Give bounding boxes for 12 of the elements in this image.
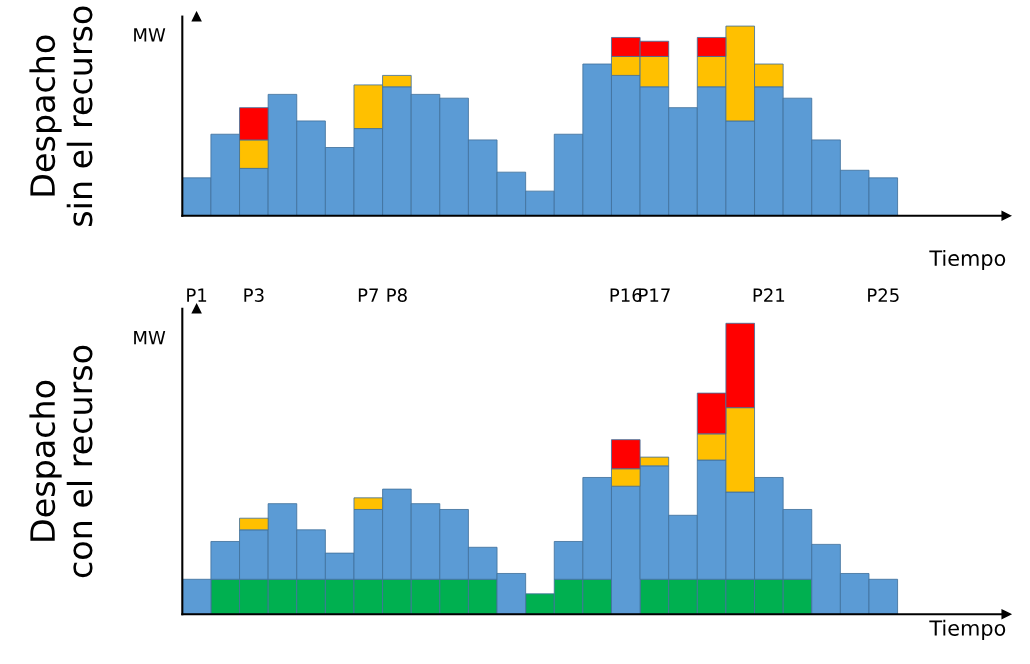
x-tick-label: P8 <box>387 288 407 302</box>
x-tick-label: P21 <box>753 288 785 302</box>
text: MW <box>134 331 166 345</box>
x-tick-label: P1 <box>187 288 207 302</box>
x-axis-title: Tiempo <box>929 619 1006 640</box>
text: MW <box>134 28 166 42</box>
y-axis-title: Despacho sin el recurso <box>29 6 93 226</box>
x-tick-label: P25 <box>868 288 899 302</box>
x-axis-title: Tiempo <box>929 249 1006 271</box>
x-tick-label: P3 <box>244 288 264 302</box>
x-tick-label: P7 <box>358 288 378 302</box>
y-axis-title: Despacho con el recurso <box>29 345 93 578</box>
